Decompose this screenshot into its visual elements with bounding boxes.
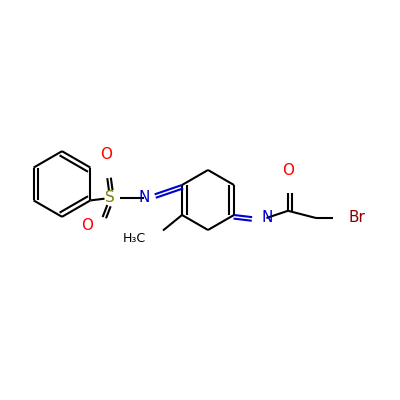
- Text: Br: Br: [348, 210, 365, 226]
- Text: O: O: [81, 218, 93, 234]
- Text: N: N: [261, 210, 272, 226]
- Text: O: O: [282, 163, 294, 178]
- Text: N: N: [138, 190, 150, 206]
- Text: O: O: [100, 147, 112, 162]
- Text: S: S: [105, 190, 115, 206]
- Text: H₃C: H₃C: [122, 232, 146, 245]
